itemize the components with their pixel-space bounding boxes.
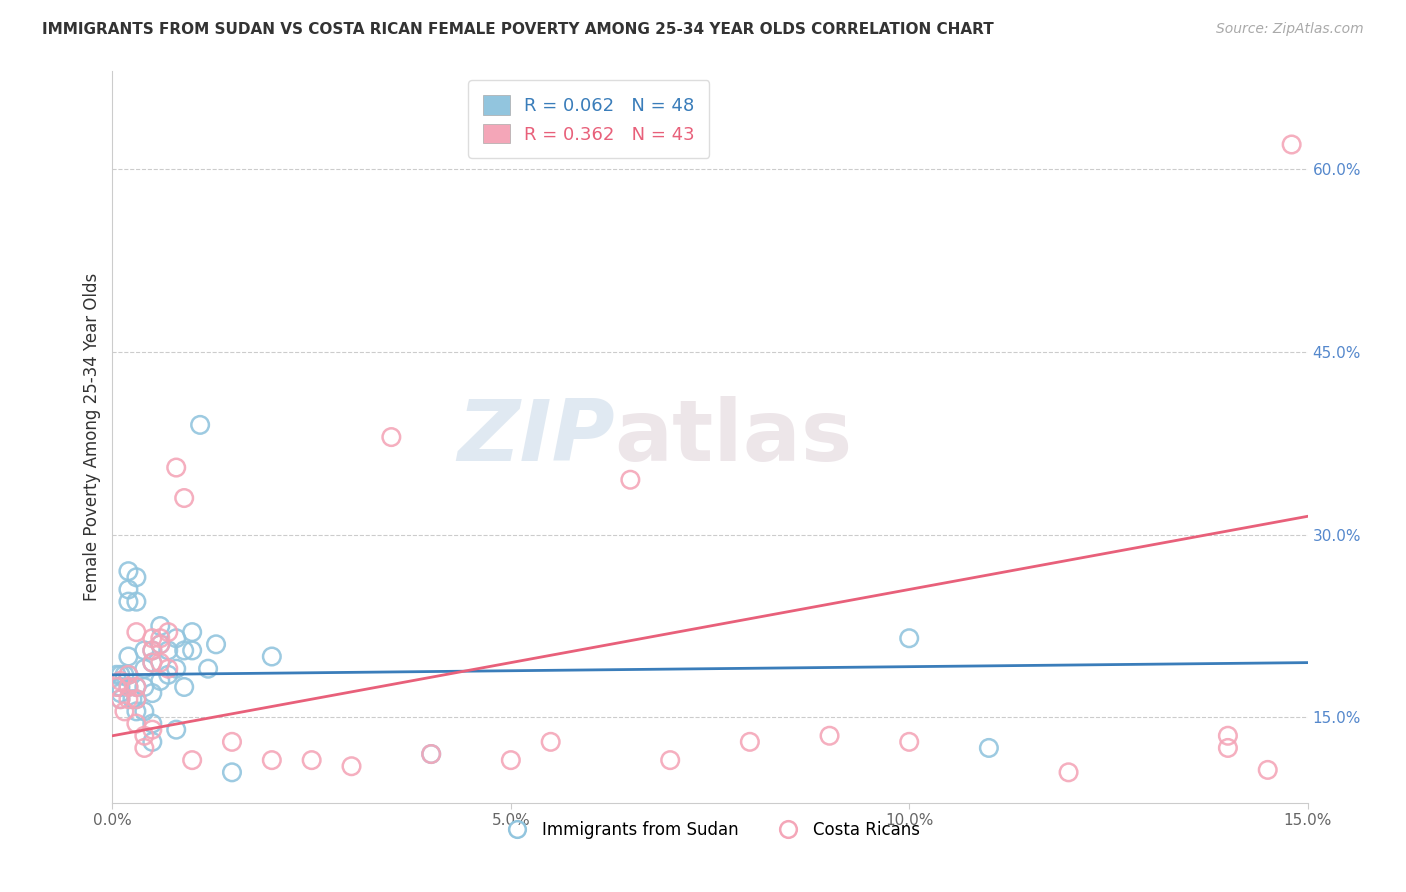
Point [165,723,187,737]
Legend: Immigrants from Sudan, Costa Ricans: Immigrants from Sudan, Costa Ricans [494,814,927,846]
Point [141,643,163,657]
Point [134,680,156,694]
Point [110,673,132,688]
Y-axis label: Female Poverty Among 25-34 Year Olds: Female Poverty Among 25-34 Year Olds [83,273,101,601]
Point [149,637,172,651]
Point [898,632,921,646]
Point [818,729,841,743]
Point [157,643,180,657]
Point [181,643,204,657]
Point [110,686,132,700]
Point [165,662,187,676]
Point [197,662,219,676]
Point [117,680,139,694]
Point [121,692,143,706]
Point [141,643,163,657]
Point [181,625,204,640]
Point [260,753,283,767]
Point [221,735,243,749]
Point [125,716,148,731]
Point [149,637,172,651]
Point [540,735,562,749]
Point [157,667,180,682]
Point [117,649,139,664]
Point [380,430,402,444]
Point [117,667,139,682]
Point [141,686,163,700]
Point [117,692,139,706]
Point [141,723,163,737]
Point [117,564,139,578]
Point [619,473,641,487]
Text: Source: ZipAtlas.com: Source: ZipAtlas.com [1216,22,1364,37]
Point [125,680,148,694]
Point [898,735,921,749]
Point [125,680,148,694]
Point [1281,137,1303,152]
Point [173,680,195,694]
Point [738,735,761,749]
Point [149,632,172,646]
Text: atlas: atlas [614,395,852,479]
Point [134,643,156,657]
Point [114,667,135,682]
Point [141,656,163,670]
Point [205,637,228,651]
Point [188,417,211,432]
Point [107,680,129,694]
Point [420,747,443,761]
Point [141,735,163,749]
Point [117,667,139,682]
Point [420,747,443,761]
Point [110,680,132,694]
Point [134,705,156,719]
Point [141,632,163,646]
Point [117,594,139,608]
Point [165,460,187,475]
Point [1257,763,1279,777]
Point [125,692,148,706]
Point [134,729,156,743]
Point [125,625,148,640]
Point [157,662,180,676]
Point [221,765,243,780]
Point [157,625,180,640]
Point [117,582,139,597]
Point [105,680,128,694]
Point [125,570,148,584]
Point [149,619,172,633]
Point [149,656,172,670]
Point [181,753,204,767]
Point [110,692,132,706]
Point [149,673,172,688]
Point [173,643,195,657]
Point [141,716,163,731]
Point [125,692,148,706]
Point [114,705,135,719]
Text: IMMIGRANTS FROM SUDAN VS COSTA RICAN FEMALE POVERTY AMONG 25-34 YEAR OLDS CORREL: IMMIGRANTS FROM SUDAN VS COSTA RICAN FEM… [42,22,994,37]
Point [340,759,363,773]
Point [1216,729,1239,743]
Point [117,680,139,694]
Point [105,667,128,682]
Point [301,753,323,767]
Point [125,594,148,608]
Point [125,705,148,719]
Point [110,692,132,706]
Point [110,667,132,682]
Point [977,740,1000,755]
Point [659,753,682,767]
Point [1057,765,1080,780]
Point [134,740,156,755]
Point [1216,740,1239,755]
Point [134,662,156,676]
Point [165,632,187,646]
Point [141,656,163,670]
Point [499,753,522,767]
Point [173,491,195,505]
Point [260,649,283,664]
Text: ZIP: ZIP [457,395,614,479]
